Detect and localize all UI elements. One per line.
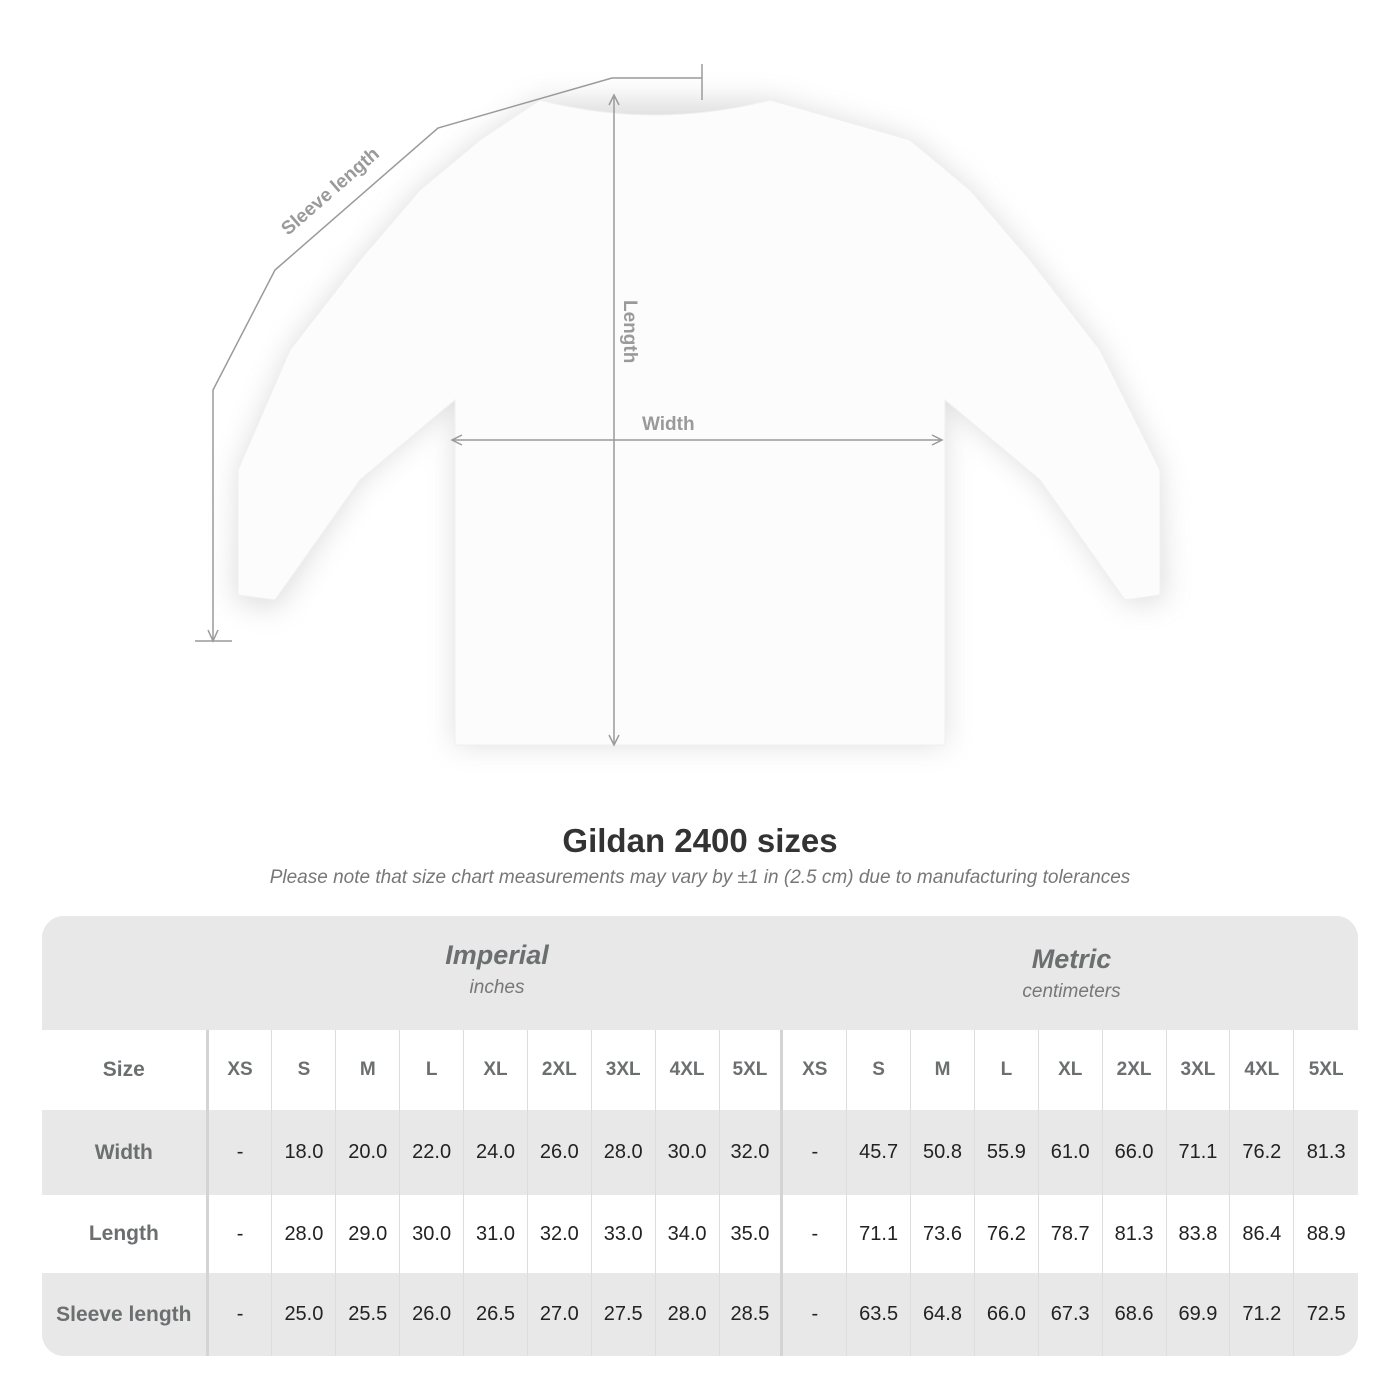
size-header-cell: L: [400, 1030, 465, 1110]
metric-value-cell: 66.0: [975, 1273, 1039, 1356]
imperial-value-cell: 27.5: [592, 1273, 656, 1356]
metric-value-cell: -: [783, 1195, 848, 1273]
size-header-cell: 4XL: [656, 1030, 720, 1110]
size-header-cell: 3XL: [592, 1030, 656, 1110]
imperial-unit: inches: [469, 977, 525, 998]
size-header-cell: M: [336, 1030, 401, 1110]
imperial-value-cell: 28.0: [656, 1273, 720, 1356]
metric-unit: centimeters: [1022, 981, 1121, 1002]
length-label: Length: [619, 300, 640, 363]
metric-value-cell: 68.6: [1103, 1273, 1167, 1356]
size-header-cell: S: [847, 1030, 912, 1110]
imperial-value-cell: 27.0: [528, 1273, 592, 1356]
size-header-cell: XL: [1039, 1030, 1103, 1110]
size-header-cell: S: [272, 1030, 337, 1110]
imperial-value-cell: 35.0: [720, 1195, 784, 1273]
metric-value-cell: 71.1: [1167, 1110, 1231, 1195]
size-header-cell: XS: [209, 1030, 273, 1110]
page-title: Gildan 2400 sizes: [562, 822, 838, 859]
imperial-title: Imperial: [445, 940, 549, 970]
metric-value-cell: 63.5: [847, 1273, 912, 1356]
metric-value-cell: 78.7: [1039, 1195, 1103, 1273]
metric-value-cell: 66.0: [1103, 1110, 1167, 1195]
metric-title: Metric: [1031, 944, 1112, 974]
size-header-cell: 5XL: [1308, 1059, 1344, 1080]
imperial-value-cell: -: [209, 1273, 273, 1356]
metric-value-cell: 55.9: [975, 1110, 1039, 1195]
imperial-value-cell: 29.0: [336, 1195, 401, 1273]
imperial-value-cell: 33.0: [592, 1195, 656, 1273]
metric-value-cell: 86.4: [1230, 1195, 1295, 1273]
size-header-cell: XS: [783, 1030, 848, 1110]
imperial-value-cell: 30.0: [656, 1110, 720, 1195]
measurement-lines: [195, 64, 944, 747]
shirt-body: [237, 99, 1161, 746]
imperial-value-cell: 22.0: [400, 1110, 465, 1195]
metric-value-cell: 45.7: [847, 1110, 912, 1195]
size-header-cell: XL: [464, 1030, 528, 1110]
imperial-value-cell: 34.0: [656, 1195, 720, 1273]
row-label: Width: [42, 1110, 209, 1195]
table-row: Sleeve length -25.0 25.5 26.0 26.5 27.0 27.5 28…: [42, 1273, 1358, 1356]
size-header-cell: 2XL: [528, 1030, 592, 1110]
imperial-value-cell: 20.0: [336, 1110, 401, 1195]
size-header-cell: 2XL: [1103, 1030, 1167, 1110]
imperial-value-cell: 26.0: [528, 1110, 592, 1195]
imperial-value-cell: 24.0: [464, 1110, 528, 1195]
metric-value-cell: 71.2: [1230, 1273, 1295, 1356]
imperial-value-cell: 32.0: [720, 1110, 784, 1195]
metric-value-cell: 88.9: [1306, 1222, 1346, 1245]
imperial-value-cell: 26.0: [400, 1273, 465, 1356]
metric-value-cell: 76.2: [975, 1195, 1039, 1273]
imperial-value-cell: 26.5: [464, 1273, 528, 1356]
row-label: Sleeve length: [42, 1273, 209, 1356]
sleeve-length-label: Sleeve length: [278, 144, 384, 240]
imperial-value-cell: -: [209, 1110, 273, 1195]
metric-value-cell: 72.5: [1306, 1303, 1346, 1325]
metric-value-cell: -: [783, 1110, 848, 1195]
metric-value-cell: 73.6: [911, 1195, 975, 1273]
size-header-row: Size XS S M L XL 2XL 3XL 4XL 5XL XS S M L XL 2XL 3XL 4XL 5…: [42, 1030, 1358, 1110]
size-header-cell: 3XL: [1167, 1030, 1231, 1110]
imperial-value-cell: 28.5: [720, 1273, 784, 1356]
metric-value-cell: 71.1: [847, 1195, 912, 1273]
imperial-value-cell: 28.0: [272, 1195, 337, 1273]
size-header-cell: 5XL: [720, 1030, 784, 1110]
shirt-diagram: Sleeve length Length Width: [195, 64, 1165, 747]
row-label: Length: [42, 1195, 209, 1273]
imperial-value-cell: -: [209, 1195, 273, 1273]
imperial-header: Imperial inches: [209, 940, 785, 999]
imperial-value-cell: 31.0: [464, 1195, 528, 1273]
imperial-value-cell: 25.0: [272, 1273, 337, 1356]
metric-value-cell: 67.3: [1039, 1273, 1103, 1356]
metric-value-cell: 69.9: [1167, 1273, 1231, 1356]
imperial-value-cell: 18.0: [272, 1110, 337, 1195]
width-label: Width: [642, 414, 695, 435]
metric-header: Metric centimeters: [785, 944, 1358, 1003]
row-label: Size: [42, 1030, 209, 1110]
imperial-value-cell: 28.0: [592, 1110, 656, 1195]
tolerance-note: Please note that size chart measurements…: [269, 867, 1131, 888]
size-header-cell: M: [911, 1030, 975, 1110]
metric-value-cell: -: [783, 1273, 848, 1356]
table-row: Length -28.0 29.0 30.0 31.0 32.0 33.0 34.0 35.0-…: [42, 1195, 1358, 1273]
metric-value-cell: 50.8: [911, 1110, 975, 1195]
metric-value-cell: 81.3: [1306, 1141, 1346, 1163]
metric-value-cell: 81.3: [1103, 1195, 1167, 1273]
metric-value-cell: 76.2: [1230, 1110, 1295, 1195]
imperial-value-cell: 30.0: [400, 1195, 465, 1273]
metric-value-cell: 83.8: [1167, 1195, 1231, 1273]
size-table: Imperial inches Metric centimeters Size X…: [42, 916, 1358, 1356]
metric-value-cell: 64.8: [911, 1273, 975, 1356]
table-row: Width -18.0 20.0 22.0 24.0 26.0 28.0 30.0 32.0-4…: [42, 1110, 1358, 1195]
imperial-value-cell: 32.0: [528, 1195, 592, 1273]
size-header-cell: L: [975, 1030, 1039, 1110]
unit-header-band: [42, 916, 1358, 1030]
metric-value-cell: 61.0: [1039, 1110, 1103, 1195]
size-header-cell: 4XL: [1230, 1030, 1295, 1110]
imperial-value-cell: 25.5: [336, 1273, 401, 1356]
